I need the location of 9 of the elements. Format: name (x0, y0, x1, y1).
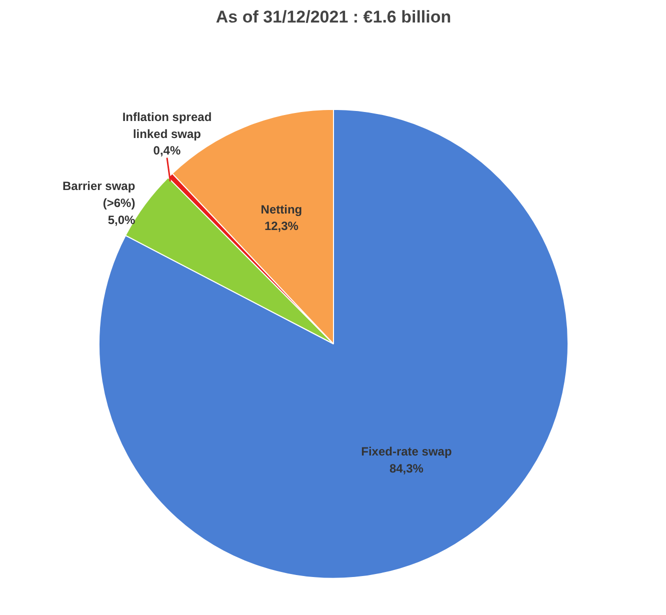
data-label: 12,3% (264, 219, 299, 234)
slice-label: Fixed-rate swap (361, 444, 452, 459)
chart-title: As of 31/12/2021 : €1.6 billion (216, 8, 452, 26)
data-label: 0,4% (153, 144, 181, 158)
data-label: 5,0% (108, 212, 136, 227)
slice-label: Netting (260, 202, 302, 216)
slice-label: Inflation spread linked swap (122, 110, 212, 141)
slice-label: Barrier swap (>6%) (62, 179, 136, 210)
data-label: 84,3% (389, 461, 424, 476)
